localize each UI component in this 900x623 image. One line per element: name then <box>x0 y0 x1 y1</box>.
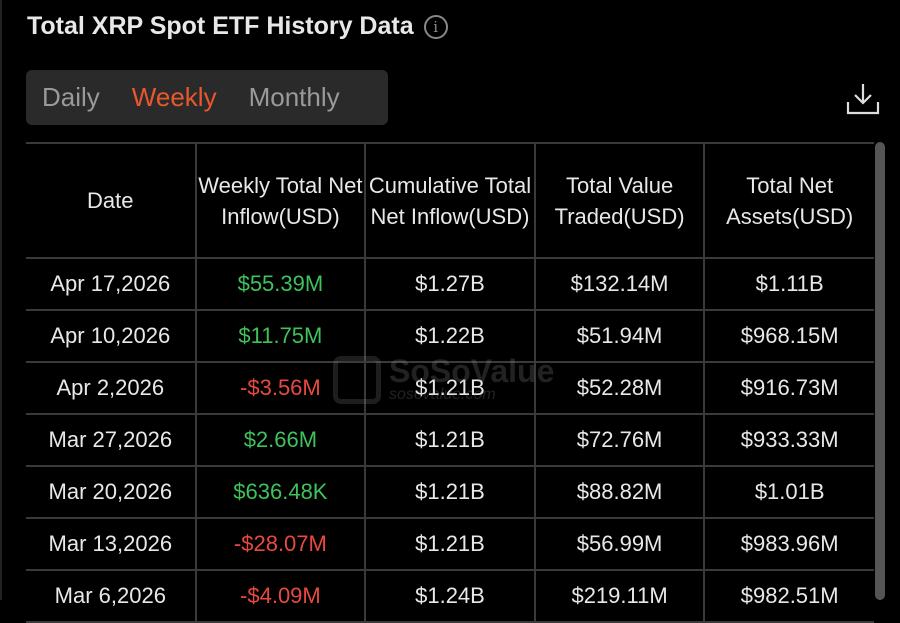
cell-date: Mar 6,2026 <box>26 569 197 623</box>
cell-value-traded: $219.11M <box>533 569 706 623</box>
cell-cumulative-inflow: $1.21B <box>364 361 536 415</box>
cell-date: Mar 13,2026 <box>26 517 197 571</box>
info-icon[interactable]: i <box>423 14 448 39</box>
header-weekly-inflow[interactable]: Weekly Total Net Inflow(USD) <box>194 142 367 259</box>
cell-value-traded: $52.28M <box>533 361 706 415</box>
table-header-row: Date Weekly Total Net Inflow(USD) Cumula… <box>26 142 874 259</box>
table-row[interactable]: Apr 17,2026 $55.39M $1.27B $132.14M $1.11B <box>26 257 874 311</box>
cell-net-assets: $933.33M <box>703 413 874 467</box>
cell-value-traded: $56.99M <box>533 517 706 571</box>
cell-value-traded: $88.82M <box>533 465 706 519</box>
cell-net-assets: $916.73M <box>703 361 874 415</box>
cell-cumulative-inflow: $1.24B <box>364 569 536 623</box>
page-title: Total XRP Spot ETF History Data i <box>27 12 448 41</box>
cell-weekly-inflow: $11.75M <box>194 309 367 363</box>
cell-value-traded: $132.14M <box>533 257 706 311</box>
cell-date: Apr 17,2026 <box>26 257 197 311</box>
period-tabs: Daily Weekly Monthly <box>26 70 388 125</box>
cell-date: Apr 10,2026 <box>26 309 197 363</box>
header-value-traded[interactable]: Total Value Traded(USD) <box>533 142 706 259</box>
cell-weekly-inflow: $2.66M <box>194 413 367 467</box>
cell-weekly-inflow: $55.39M <box>194 257 367 311</box>
cell-net-assets: $982.51M <box>703 569 874 623</box>
cell-net-assets: $968.15M <box>703 309 874 363</box>
tab-daily[interactable]: Daily <box>42 82 100 112</box>
table-row[interactable]: Mar 6,2026 -$4.09M $1.24B $219.11M $982.51M <box>26 569 874 623</box>
table-row[interactable]: Apr 10,2026 $11.75M $1.22B $51.94M $968.15M <box>26 309 874 363</box>
history-table: Date Weekly Total Net Inflow(USD) Cumula… <box>26 142 874 623</box>
tab-monthly[interactable]: Monthly <box>248 82 340 112</box>
table-row[interactable]: Mar 13,2026 -$28.07M $1.21B $56.99M $983.96M <box>26 517 874 571</box>
table-row[interactable]: Mar 27,2026 $2.66M $1.21B $72.76M $933.33M <box>26 413 874 467</box>
cell-date: Mar 20,2026 <box>26 465 197 519</box>
cell-value-traded: $51.94M <box>533 309 706 363</box>
cell-weekly-inflow: -$3.56M <box>194 361 367 415</box>
cell-cumulative-inflow: $1.21B <box>364 413 536 467</box>
panel-edge <box>0 0 2 600</box>
cell-net-assets: $1.11B <box>703 257 874 311</box>
table-row[interactable]: Mar 20,2026 $636.48K $1.21B $88.82M $1.01B <box>26 465 874 519</box>
header-date[interactable]: Date <box>26 142 197 259</box>
cell-date: Mar 27,2026 <box>26 413 197 467</box>
cell-cumulative-inflow: $1.21B <box>364 517 536 571</box>
title-text: Total XRP Spot ETF History Data <box>27 12 414 40</box>
cell-net-assets: $1.01B <box>703 465 874 519</box>
cell-value-traded: $72.76M <box>533 413 706 467</box>
download-icon[interactable] <box>845 80 881 116</box>
tab-weekly[interactable]: Weekly <box>131 82 217 112</box>
cell-weekly-inflow: -$28.07M <box>194 517 367 571</box>
cell-net-assets: $983.96M <box>703 517 874 571</box>
header-net-assets[interactable]: Total Net Assets(USD) <box>703 142 874 259</box>
cell-cumulative-inflow: $1.27B <box>364 257 536 311</box>
header-cumulative-inflow[interactable]: Cumulative Total Net Inflow(USD) <box>364 142 536 259</box>
cell-cumulative-inflow: $1.21B <box>364 465 536 519</box>
cell-weekly-inflow: $636.48K <box>194 465 367 519</box>
cell-weekly-inflow: -$4.09M <box>194 569 367 623</box>
cell-date: Apr 2,2026 <box>26 361 197 415</box>
table-row[interactable]: Apr 2,2026 -$3.56M $1.21B $52.28M $916.73M <box>26 361 874 415</box>
cell-cumulative-inflow: $1.22B <box>364 309 536 363</box>
scrollbar[interactable] <box>875 142 885 600</box>
